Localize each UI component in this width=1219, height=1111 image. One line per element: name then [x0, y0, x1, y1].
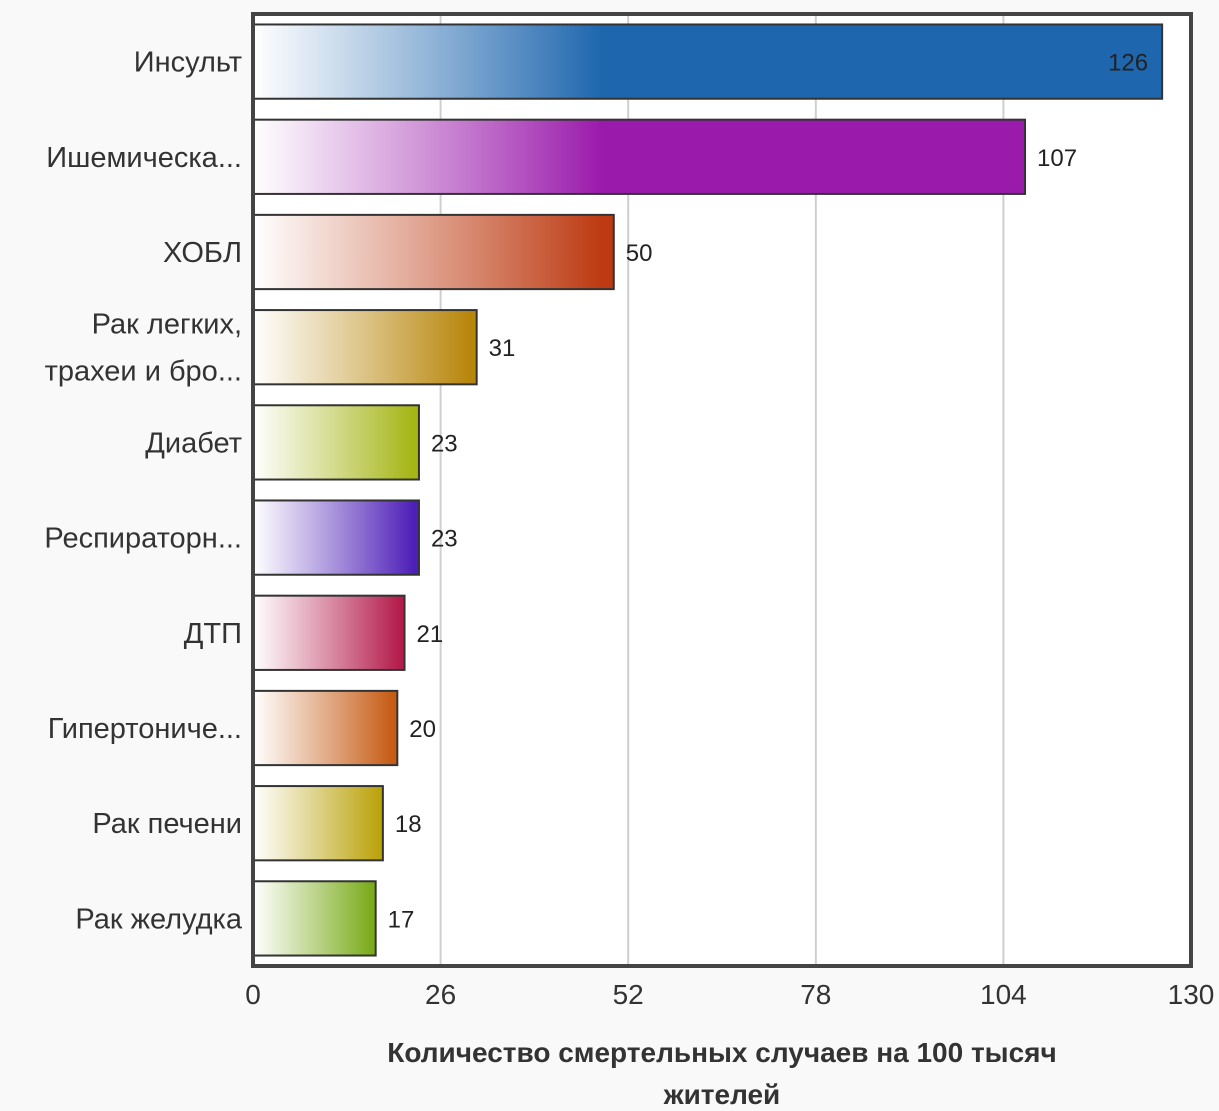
category-label: Гипертониче... — [48, 713, 242, 745]
bar-value-label: 31 — [489, 335, 516, 362]
bar — [252, 594, 406, 671]
category-labels: Инсульт Ишемическа... ХОБЛ Рак легких, трахе… — [44, 47, 242, 936]
category-label: Рак легких, — [92, 309, 242, 341]
x-tick-labels: 0 26 52 78 104 130 — [245, 979, 1214, 1010]
bar-value-label: 107 — [1037, 145, 1077, 172]
category-label: Ишемическа... — [46, 142, 242, 174]
bar-value-label: 50 — [626, 240, 653, 267]
bar-value-label: 21 — [417, 621, 444, 648]
category-label: Рак печени — [92, 808, 242, 840]
bar-value-label: 23 — [431, 526, 458, 553]
x-tick-label: 52 — [613, 979, 644, 1010]
category-label: Респираторн... — [44, 523, 242, 555]
plot-frame — [251, 12, 1193, 968]
x-tick-label: 104 — [980, 979, 1027, 1010]
bar — [252, 309, 478, 386]
bar-value-label: 18 — [395, 811, 422, 838]
category-label: ХОБЛ — [163, 237, 242, 269]
bar — [252, 213, 615, 291]
bar-value-label: 126 — [1108, 50, 1148, 77]
x-axis-title-line-1: Количество смертельных случаев на 100 ты… — [387, 1037, 1057, 1068]
value-labels: 126 107 50 31 23 23 21 20 18 17 — [388, 50, 1148, 934]
x-tick-label: 130 — [1168, 979, 1215, 1010]
x-axis-title-line-2: жителей — [663, 1079, 781, 1110]
category-label: трахеи и бро... — [45, 356, 242, 388]
category-label: ДТП — [184, 618, 242, 650]
bar-value-label: 17 — [388, 906, 415, 933]
x-tick-label: 26 — [425, 979, 456, 1010]
bar — [252, 118, 1027, 195]
bar-value-label: 23 — [431, 430, 458, 457]
bar-value-label: 20 — [409, 716, 436, 743]
category-label: Диабет — [145, 427, 242, 459]
bar — [252, 23, 1164, 100]
bar — [252, 880, 377, 957]
bars — [252, 23, 1164, 957]
category-label: Рак желудка — [75, 903, 243, 935]
bar — [252, 404, 420, 481]
category-label: Инсульт — [134, 47, 242, 79]
bar — [252, 785, 384, 862]
bar — [252, 689, 399, 767]
x-tick-label: 78 — [800, 979, 831, 1010]
x-tick-label: 0 — [245, 979, 261, 1010]
bar — [252, 499, 420, 576]
